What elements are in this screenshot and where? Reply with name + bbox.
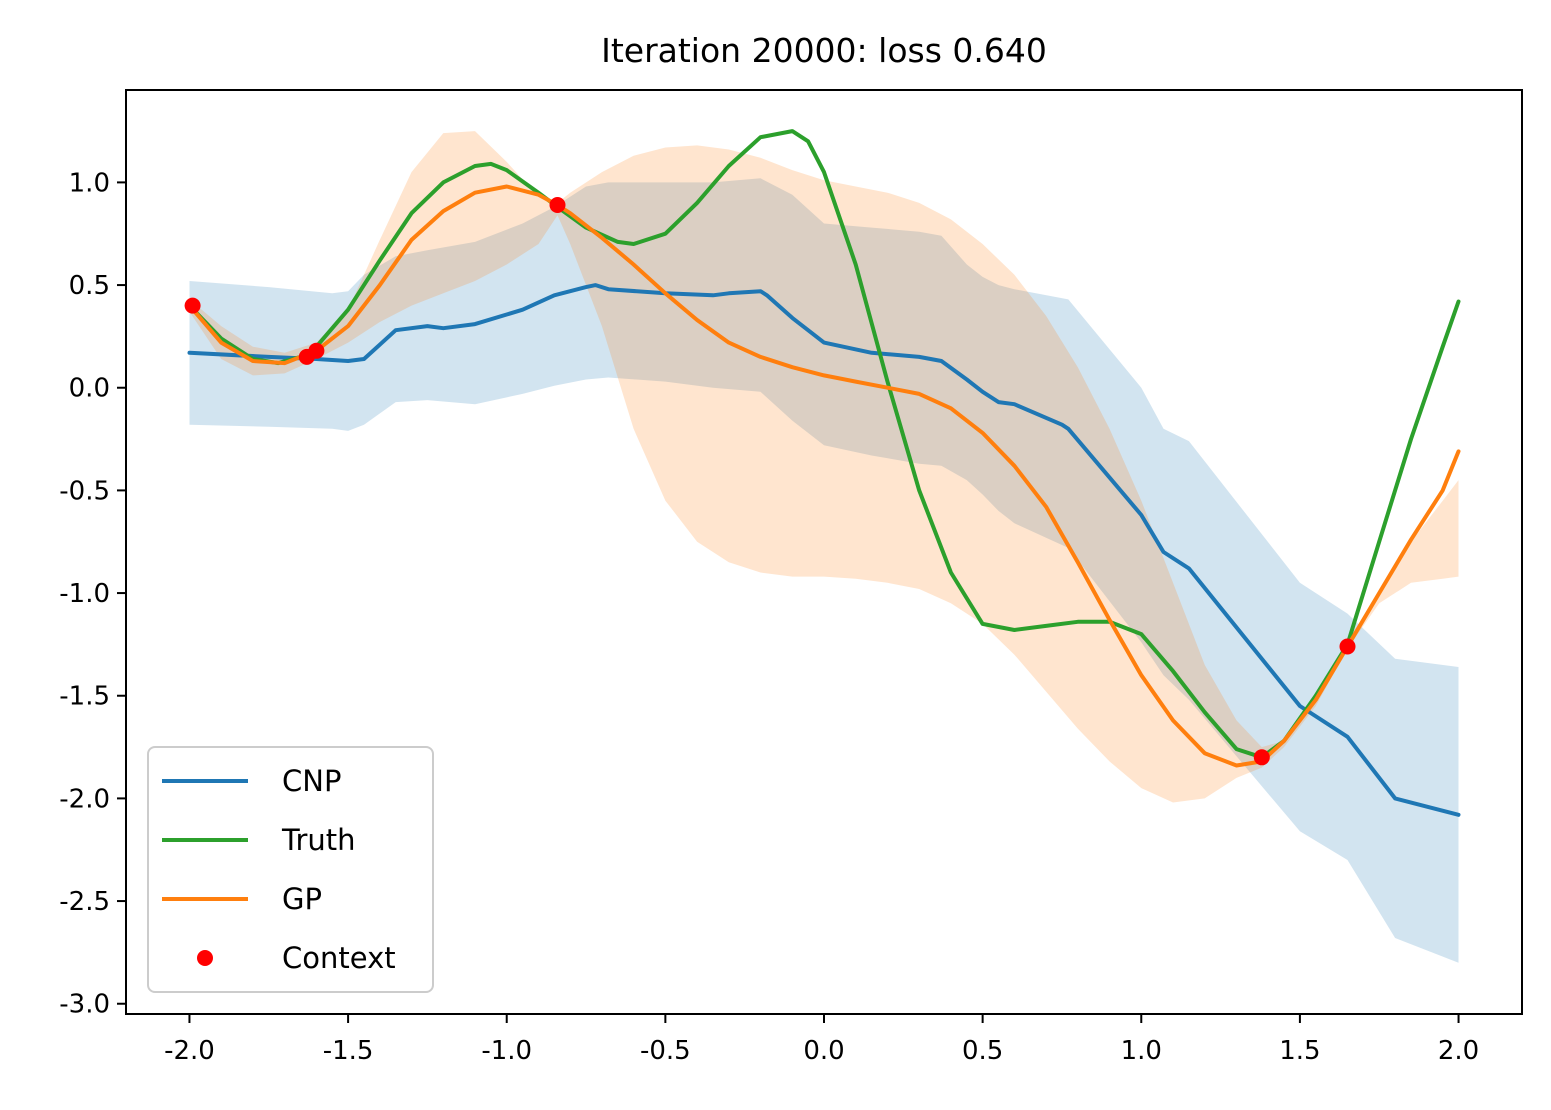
y-tick-label: -3.0 xyxy=(59,990,110,1020)
legend-context-swatch xyxy=(197,950,213,966)
legend-truth-label: Truth xyxy=(281,823,356,857)
x-tick-label: 2.0 xyxy=(1438,1036,1479,1066)
y-tick-label: 0.5 xyxy=(69,271,110,301)
y-tick-label: -2.0 xyxy=(59,784,110,814)
context-point xyxy=(184,297,201,314)
context-point xyxy=(549,197,566,213)
legend-box xyxy=(147,746,434,993)
y-axis-ticks: 1.0 0.5 0.0 -0.5 -1.0 -1.5 -2.0 -2.5 -3.0 xyxy=(59,168,126,1020)
context-point xyxy=(1339,638,1356,655)
x-tick-label: -2.0 xyxy=(164,1036,215,1066)
legend-cnp-label: CNP xyxy=(282,764,341,798)
cnp-line xyxy=(187,283,1461,817)
y-tick-label: 0.0 xyxy=(69,374,110,404)
x-tick-label: -1.5 xyxy=(323,1036,374,1066)
y-tick-label: -1.5 xyxy=(59,682,110,712)
y-tick-label: -0.5 xyxy=(59,476,110,506)
context-point xyxy=(308,342,325,359)
chart-title: Iteration 20000: loss 0.640 xyxy=(601,31,1047,70)
x-axis-ticks: -2.0 -1.5 -1.0 -0.5 0.0 0.5 1.0 1.5 2.0 xyxy=(164,1014,1479,1066)
x-tick-label: 0.5 xyxy=(962,1036,1003,1066)
context-points xyxy=(184,197,1356,766)
x-tick-label: 1.0 xyxy=(1121,1036,1162,1066)
legend-context-label: Context xyxy=(282,941,396,975)
context-point xyxy=(1253,749,1270,766)
cnp-uncertainty-band xyxy=(189,178,1459,963)
x-tick-label: -1.0 xyxy=(481,1036,532,1066)
truth-line xyxy=(187,129,1461,760)
x-tick-label: 1.5 xyxy=(1279,1036,1320,1066)
y-tick-label: -1.0 xyxy=(59,579,110,609)
legend-gp-label: GP xyxy=(282,882,322,916)
legend: CNP Truth GP Context xyxy=(147,746,434,993)
x-tick-label: 0.0 xyxy=(803,1036,844,1066)
y-tick-label: 1.0 xyxy=(69,168,110,198)
y-tick-label: -2.5 xyxy=(59,887,110,917)
x-tick-label: -0.5 xyxy=(640,1036,691,1066)
